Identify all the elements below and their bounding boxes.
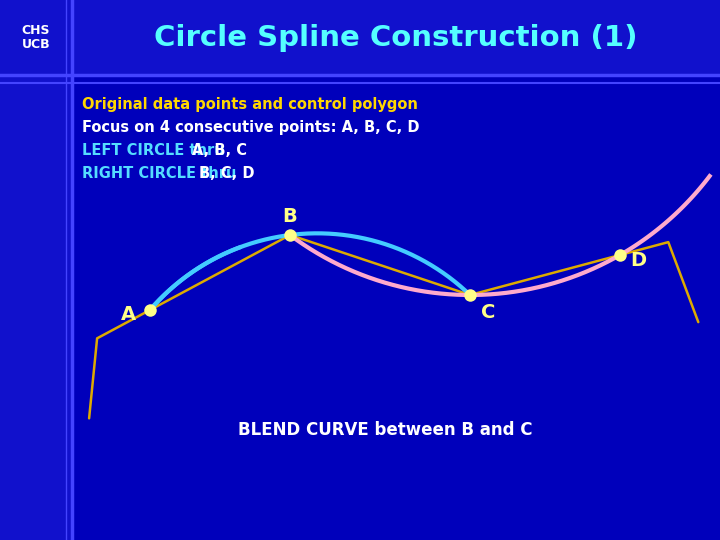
Text: CHS
UCB: CHS UCB bbox=[22, 24, 50, 51]
Text: A: A bbox=[120, 306, 135, 325]
Text: Focus on 4 consecutive points: A, B, C, D: Focus on 4 consecutive points: A, B, C, … bbox=[82, 120, 420, 135]
Text: RIGHT CIRCLE thru: RIGHT CIRCLE thru bbox=[82, 166, 241, 181]
Text: Original data points and control polygon: Original data points and control polygon bbox=[82, 97, 418, 112]
Text: A, B, C: A, B, C bbox=[192, 143, 248, 158]
Text: B, C, D: B, C, D bbox=[199, 166, 254, 181]
Text: LEFT CIRCLE thru: LEFT CIRCLE thru bbox=[82, 143, 230, 158]
Text: B: B bbox=[283, 207, 297, 226]
Text: C: C bbox=[481, 303, 495, 322]
Text: D: D bbox=[630, 251, 646, 269]
Text: BLEND CURVE between B and C: BLEND CURVE between B and C bbox=[238, 421, 532, 439]
Text: Circle Spline Construction (1): Circle Spline Construction (1) bbox=[154, 24, 638, 51]
